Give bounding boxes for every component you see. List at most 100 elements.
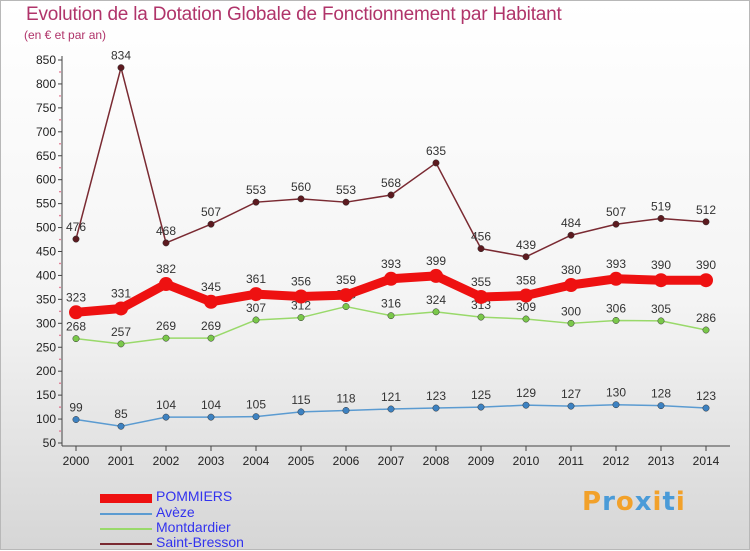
data-label-av-ze: 105 — [246, 398, 266, 412]
y-tick-label: 150 — [36, 388, 56, 402]
data-label-montdardier: 305 — [651, 302, 671, 316]
legend-label: Montdardier — [156, 519, 231, 535]
x-tick-label: 2007 — [378, 454, 405, 468]
data-label-av-ze: 127 — [561, 387, 581, 401]
legend-swatch — [100, 528, 152, 530]
y-tick-label: 400 — [36, 268, 56, 282]
data-point-montdardier — [117, 340, 125, 348]
y-tick-label: 450 — [36, 245, 56, 259]
data-label-av-ze: 104 — [201, 398, 221, 412]
data-point-pommiers — [69, 305, 83, 320]
legend-swatch — [100, 513, 152, 515]
data-label-pommiers: 331 — [111, 286, 131, 300]
x-tick-label: 2014 — [693, 454, 720, 468]
y-minor-tick — [59, 142, 61, 145]
data-label-pommiers: 356 — [291, 275, 311, 289]
data-label-av-ze: 99 — [69, 401, 83, 415]
data-point-pommiers — [429, 268, 443, 283]
data-point-saint-bresson — [162, 239, 170, 247]
data-label-montdardier: 268 — [66, 320, 86, 334]
data-point-pommiers — [204, 294, 218, 309]
data-point-saint-bresson — [297, 195, 305, 203]
y-tick-label: 650 — [36, 149, 56, 163]
data-label-pommiers: 393 — [381, 257, 401, 271]
data-label-montdardier: 312 — [291, 299, 311, 313]
y-minor-tick — [59, 382, 61, 384]
data-point-montdardier — [342, 303, 350, 311]
data-label-montdardier: 257 — [111, 325, 131, 339]
x-tick-label: 2013 — [648, 454, 675, 468]
data-label-pommiers: 361 — [246, 272, 266, 286]
data-point-montdardier — [297, 314, 305, 322]
data-point-saint-bresson — [342, 198, 350, 206]
data-point-av-ze — [477, 403, 485, 411]
data-label-saint-bresson: 476 — [66, 220, 86, 234]
data-label-pommiers: 355 — [471, 275, 491, 289]
data-point-av-ze — [297, 408, 305, 416]
data-point-pommiers — [519, 288, 533, 303]
data-point-pommiers — [294, 289, 308, 304]
data-label-av-ze: 121 — [381, 390, 401, 404]
proxiti-logo: Proxiti — [582, 487, 686, 517]
logo-letter: P — [582, 487, 603, 517]
data-point-montdardier — [432, 308, 440, 316]
data-label-montdardier: 306 — [606, 301, 626, 315]
legend-label: POMMIERS — [156, 488, 233, 504]
y-minor-tick — [59, 262, 61, 265]
y-tick-label: 50 — [43, 436, 57, 450]
data-point-montdardier — [567, 319, 575, 327]
data-point-montdardier — [522, 315, 530, 323]
data-label-pommiers: 358 — [516, 274, 536, 288]
data-label-montdardier: 300 — [561, 304, 581, 318]
data-point-pommiers — [609, 271, 623, 286]
y-tick-label: 350 — [36, 292, 56, 306]
data-label-av-ze: 104 — [156, 398, 176, 412]
y-minor-tick — [59, 95, 61, 97]
legend-item-saint-bresson: Saint-Bresson — [100, 534, 320, 551]
data-label-saint-bresson: 512 — [696, 203, 716, 217]
data-label-saint-bresson: 568 — [381, 176, 401, 190]
y-minor-tick — [59, 71, 61, 73]
logo-letter: t — [662, 487, 676, 517]
x-tick-label: 2000 — [63, 454, 90, 468]
data-point-av-ze — [252, 413, 260, 421]
x-tick-label: 2005 — [288, 454, 315, 468]
data-point-pommiers — [474, 289, 488, 304]
data-point-av-ze — [117, 422, 125, 430]
y-tick-label: 750 — [36, 101, 56, 115]
data-point-saint-bresson — [207, 220, 215, 228]
chart-title: Evolution de la Dotation Globale de Fonc… — [26, 4, 562, 25]
y-tick-label: 300 — [36, 316, 56, 330]
data-point-saint-bresson — [117, 64, 125, 72]
logo-letter: i — [675, 487, 686, 517]
data-label-av-ze: 129 — [516, 386, 536, 400]
y-minor-tick — [59, 334, 61, 337]
data-point-saint-bresson — [657, 215, 665, 222]
data-label-pommiers: 390 — [696, 258, 716, 272]
data-point-saint-bresson — [522, 253, 530, 261]
data-point-saint-bresson — [702, 218, 710, 226]
data-point-saint-bresson — [387, 191, 395, 199]
data-label-montdardier: 286 — [696, 311, 716, 325]
x-tick-label: 2001 — [108, 454, 135, 468]
data-label-montdardier: 309 — [516, 300, 536, 314]
data-label-saint-bresson: 468 — [156, 224, 176, 238]
data-label-av-ze: 115 — [291, 393, 310, 407]
y-minor-tick — [59, 214, 61, 217]
data-label-av-ze: 123 — [696, 389, 716, 403]
y-tick-label: 200 — [36, 364, 56, 378]
data-point-av-ze — [612, 401, 620, 409]
data-label-montdardier: 316 — [381, 297, 401, 311]
data-point-pommiers — [159, 277, 173, 292]
x-tick-label: 2002 — [153, 454, 180, 468]
data-point-montdardier — [387, 312, 395, 320]
legend-label: Saint-Bresson — [156, 534, 244, 550]
data-label-saint-bresson: 834 — [111, 49, 131, 63]
logo-letter: i — [652, 487, 663, 517]
data-point-pommiers — [249, 287, 263, 302]
y-minor-tick — [59, 119, 61, 121]
data-label-saint-bresson: 560 — [291, 180, 311, 194]
data-point-saint-bresson — [252, 198, 260, 206]
y-tick-label: 500 — [36, 221, 56, 235]
legend-label: Avèze — [156, 504, 195, 520]
